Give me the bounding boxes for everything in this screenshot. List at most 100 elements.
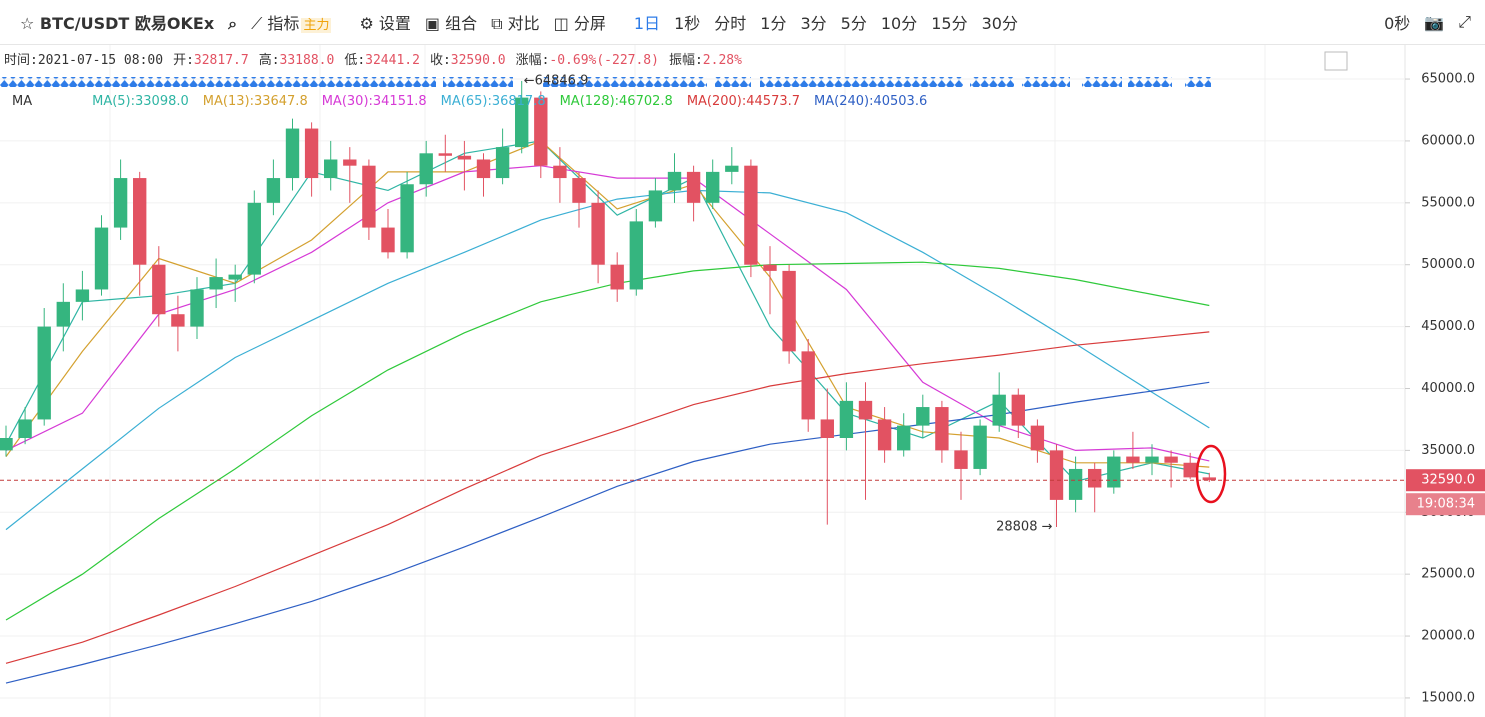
countdown-box xyxy=(1406,493,1485,516)
candle-body xyxy=(209,277,223,290)
candle-body xyxy=(1107,456,1121,488)
vertical-grid xyxy=(109,45,1266,717)
candle-body xyxy=(304,128,319,179)
y-tick-label: 60000.0 xyxy=(1421,133,1475,148)
label: 组合 xyxy=(445,14,478,33)
candle-body xyxy=(877,419,892,451)
compare-button[interactable]: ⧉ 对比 xyxy=(491,14,540,33)
candle-body xyxy=(1049,450,1064,500)
candle-body xyxy=(1126,456,1140,463)
candle-body xyxy=(1011,394,1025,426)
interval[interactable]: 1秒 xyxy=(674,14,701,33)
candle-body xyxy=(476,159,491,179)
icon[interactable] xyxy=(1324,51,1348,71)
y-tick-label: 35000.0 xyxy=(1421,443,1475,458)
candle-body xyxy=(992,394,1006,426)
fullscreen[interactable]: ⤢ xyxy=(1458,12,1471,31)
interval[interactable]: 分时 xyxy=(714,14,747,33)
symbol[interactable]: ☆ BTC/USDT 欧易OKEx ⌕ xyxy=(20,14,238,33)
candle-body xyxy=(1145,456,1159,463)
legend-entry: MA(65):36817.8 xyxy=(440,94,546,109)
candle-body xyxy=(763,264,777,271)
candle-body xyxy=(171,314,185,327)
candle-body xyxy=(0,438,13,451)
info-label: 高: xyxy=(258,53,280,68)
interval[interactable]: 5分 xyxy=(840,14,867,33)
candle-body xyxy=(534,97,548,166)
candle-body xyxy=(935,407,949,451)
candle-body xyxy=(37,326,51,420)
info-value: 32817.7 xyxy=(193,53,249,68)
candle-body xyxy=(266,178,281,203)
y-tick-label: 45000.0 xyxy=(1421,319,1475,334)
candle-body xyxy=(858,400,873,420)
settings-button[interactable]: ⚙ 设置 xyxy=(359,14,411,33)
info-label: 收: xyxy=(429,53,451,68)
interval[interactable]: 3分 xyxy=(800,14,827,33)
candle-body xyxy=(75,289,90,302)
info-value: 32590.0 xyxy=(450,53,506,68)
indicator-button[interactable]: ⟋ 指标 主力 xyxy=(251,14,332,33)
highlight-circle xyxy=(1195,444,1227,504)
legend-entry: MA(5):33098.0 xyxy=(92,94,189,109)
info-label: 时间: xyxy=(4,53,38,68)
interval-active[interactable]: 1日 xyxy=(633,14,661,33)
candle-body xyxy=(285,128,300,179)
interval[interactable]: 10分 xyxy=(880,14,918,33)
legend-entry: MA(30):34151.8 xyxy=(321,94,427,109)
ma-line xyxy=(5,331,1210,664)
countdown: 0秒 xyxy=(1384,14,1411,33)
last-price-label: 32590.0 xyxy=(1421,473,1475,488)
candle-body xyxy=(18,419,32,439)
legend-entry: MA(200):44573.7 xyxy=(686,94,801,109)
label: 分屏 xyxy=(573,14,606,33)
candle-body xyxy=(629,221,643,290)
label: 对比 xyxy=(507,14,540,33)
split-button[interactable]: ◫ 分屏 xyxy=(553,14,606,33)
info-value: 32441.2 xyxy=(365,53,420,68)
info-label: 开: xyxy=(173,53,194,68)
candle-body xyxy=(1183,462,1197,478)
y-tick-label: 40000.0 xyxy=(1421,381,1475,396)
legend-entry: MA(128):46702.8 xyxy=(559,94,673,109)
candle-body xyxy=(610,264,624,290)
interval[interactable]: 30分 xyxy=(981,14,1018,33)
ma-label: MA xyxy=(12,94,33,109)
candle-body xyxy=(1202,477,1216,481)
candle-body xyxy=(744,165,758,265)
candle-body xyxy=(1030,425,1045,451)
info-label: 低: xyxy=(344,53,366,68)
candle-body xyxy=(190,289,204,327)
info-label: 涨幅: xyxy=(515,53,550,68)
interval[interactable]: 15分 xyxy=(931,14,968,33)
info-label: 振幅: xyxy=(668,53,703,68)
combo-button[interactable]: ▣ 组合 xyxy=(424,14,478,33)
label: 设置 xyxy=(378,14,411,33)
y-tick-label: 50000.0 xyxy=(1421,257,1475,272)
info-value: 2021-07-15 08:00 xyxy=(37,53,164,68)
candle-body xyxy=(725,165,739,172)
y-tick-label: 65000.0 xyxy=(1421,72,1475,87)
candle-body xyxy=(1068,468,1083,500)
info-value: -0.69%(-227.8) xyxy=(549,53,659,68)
ma-line xyxy=(5,261,1210,621)
interval[interactable]: 1分 xyxy=(760,14,787,33)
ma-line xyxy=(5,140,1210,468)
candle-body xyxy=(648,190,663,222)
candle-body xyxy=(591,202,605,265)
candle-body xyxy=(400,184,414,253)
camera[interactable]: 📷 xyxy=(1424,12,1445,32)
candle-body xyxy=(820,419,834,439)
info-value: 33188.0 xyxy=(279,53,335,68)
label: 指标 xyxy=(267,14,300,33)
symbol-text[interactable]: BTC/USDT 欧易OKEx xyxy=(39,14,215,33)
candle-body xyxy=(495,147,510,179)
candle-body xyxy=(572,178,586,203)
candle-body xyxy=(438,153,452,156)
candle-body xyxy=(973,425,987,469)
candle-body xyxy=(228,274,242,280)
candle-body xyxy=(113,178,128,228)
legend-entry: MA(13):33647.8 xyxy=(202,94,308,109)
